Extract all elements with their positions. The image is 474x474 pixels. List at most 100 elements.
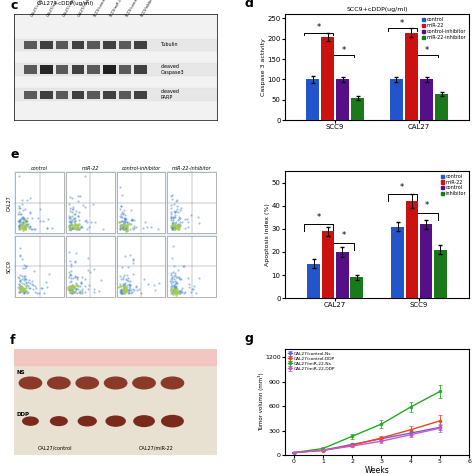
Point [32,284,40,292]
Point [20,280,27,288]
Point [24,281,31,289]
Point [119,286,127,293]
Bar [308,264,320,298]
Point [20,285,28,293]
Point [120,214,128,222]
Point [19,207,27,214]
Point [85,224,93,231]
Point [73,275,81,283]
Point [128,217,136,224]
Bar [72,91,84,99]
Point [19,219,27,227]
Point [122,275,129,283]
Point [27,222,34,230]
Point [118,288,125,296]
Point [65,201,73,208]
Point [117,275,125,283]
Point [184,223,192,231]
Point [169,220,177,228]
Point [118,287,125,294]
Point [71,214,78,221]
Point [117,283,124,290]
Point [18,284,26,292]
Point [130,223,138,230]
Point [118,289,125,297]
Point [22,262,30,270]
Circle shape [104,377,127,389]
Point [18,214,26,222]
Point [21,217,29,224]
Point [121,215,128,223]
Point [125,280,133,288]
Text: CAL27/control: CAL27/control [30,0,46,18]
Circle shape [76,377,99,389]
Point [125,286,133,294]
Point [121,223,128,230]
Point [167,286,174,294]
Point [119,222,127,229]
Point [130,255,137,263]
Bar [118,65,131,73]
Point [20,223,27,231]
Point [121,253,128,260]
Point [44,215,51,222]
Point [26,208,33,216]
Point [76,287,83,295]
Point [175,222,182,230]
Legend: control, miR-22, control, inhibitor: control, miR-22, control, inhibitor [440,173,467,197]
Point [91,219,99,226]
Point [124,220,131,228]
Point [73,223,81,231]
Point [125,289,133,297]
Point [126,220,133,228]
Point [43,224,51,232]
Point [119,275,127,283]
Point [22,218,30,225]
Point [20,274,28,282]
Point [21,221,29,228]
Point [120,284,128,292]
Bar [103,65,116,73]
Point [155,225,162,233]
Point [72,210,79,218]
Text: CAL27+cDDP(ug/ml): CAL27+cDDP(ug/ml) [36,1,93,6]
Text: *: * [400,183,404,192]
Point [18,288,25,295]
Point [67,220,74,228]
Text: miR-22-inhibitor: miR-22-inhibitor [172,166,211,171]
Point [121,216,129,223]
Point [68,221,76,229]
Point [27,225,35,232]
Circle shape [23,417,38,425]
Point [91,289,98,296]
Point [167,289,174,297]
Point [176,289,184,297]
Point [122,283,130,291]
Bar [24,91,37,99]
Point [68,274,75,282]
Point [130,216,138,223]
Point [21,224,28,232]
Text: SCC9/miR-22: SCC9/miR-22 [109,0,124,18]
Point [133,287,140,294]
Point [175,288,182,295]
Point [17,245,24,252]
Point [21,275,29,283]
Point [25,289,32,296]
Point [117,223,124,230]
Point [83,225,91,233]
Point [195,219,202,227]
Point [18,279,26,286]
Bar [406,201,418,298]
Point [171,208,179,216]
Point [167,288,175,295]
Point [129,270,137,278]
Point [171,282,178,290]
Point [171,269,178,277]
Point [120,219,128,227]
Point [179,263,187,270]
Point [20,286,27,293]
Point [29,282,37,289]
Y-axis label: Caspase 3 activity: Caspase 3 activity [261,38,266,96]
Point [22,284,30,292]
